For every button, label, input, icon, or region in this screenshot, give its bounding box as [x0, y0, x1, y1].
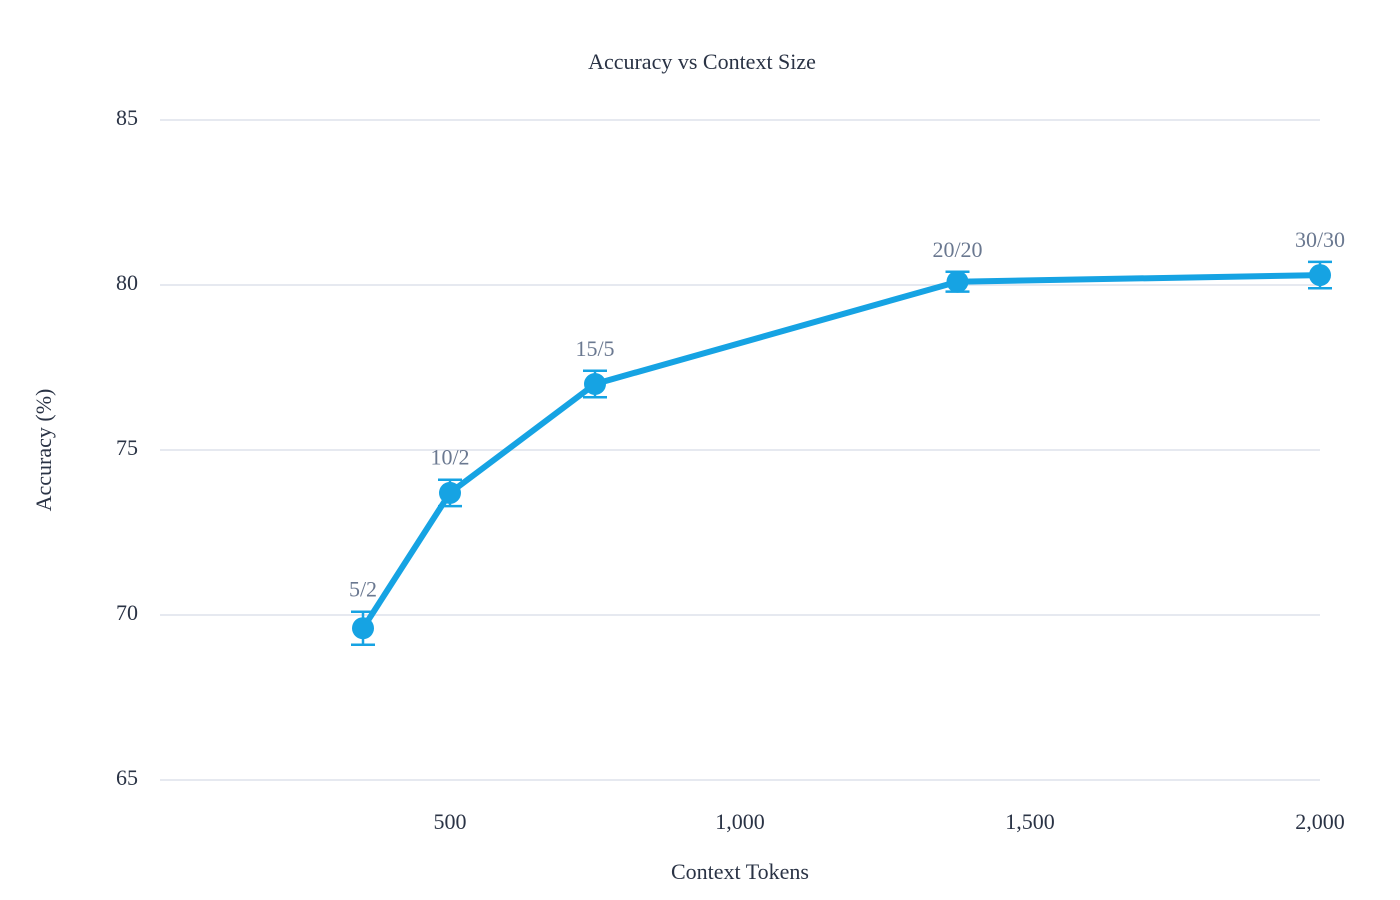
- marker: [946, 270, 969, 293]
- y-tick-label: 65: [116, 765, 138, 790]
- x-axis-label: Context Tokens: [671, 859, 809, 884]
- point-label: 5/2: [349, 577, 377, 602]
- chart-title: Accuracy vs Context Size: [588, 49, 816, 74]
- x-tick-label: 1,000: [715, 809, 765, 834]
- point-label: 15/5: [575, 336, 614, 361]
- y-tick-label: 80: [116, 270, 138, 295]
- y-tick-label: 85: [116, 105, 138, 130]
- x-tick-label: 500: [434, 809, 467, 834]
- y-axis-label: Accuracy (%): [31, 389, 56, 512]
- y-tick-label: 75: [116, 435, 138, 460]
- point-label: 20/20: [932, 237, 982, 262]
- line: [360, 272, 1321, 630]
- x-tick-label: 1,500: [1005, 809, 1055, 834]
- point-label: 10/2: [430, 445, 469, 470]
- marker: [352, 617, 374, 640]
- marker: [439, 481, 461, 504]
- marker: [1309, 264, 1331, 287]
- y-tick-label: 70: [116, 600, 138, 625]
- marker: [584, 373, 606, 395]
- x-tick-label: 2,000: [1295, 809, 1345, 834]
- point-label: 30/30: [1295, 227, 1345, 252]
